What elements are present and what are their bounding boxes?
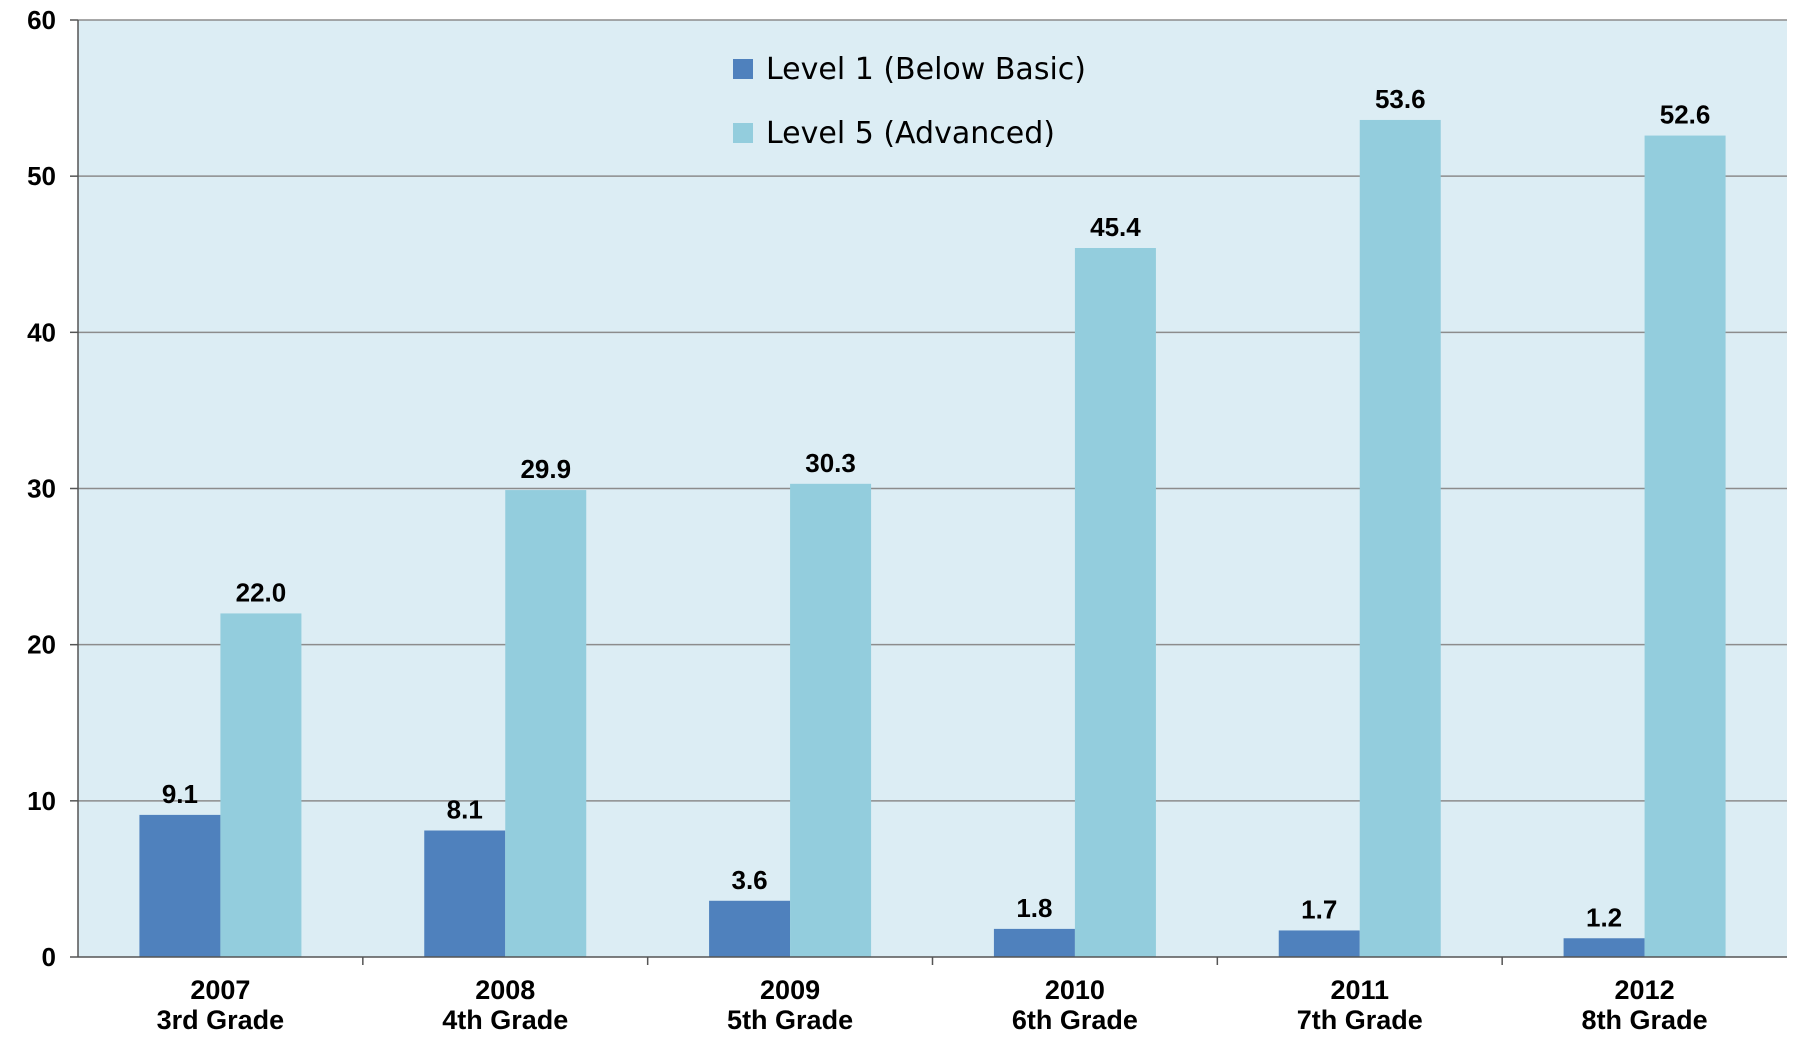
data-label: 30.3 [805,448,856,478]
bar-level-1 [993,928,1075,957]
bar-level-5 [790,483,872,957]
data-label: 9.1 [162,779,198,809]
data-label: 45.4 [1090,212,1141,242]
data-label: 1.2 [1586,902,1622,932]
bar-level-1 [1278,930,1360,957]
legend-swatch-level-1 [733,59,753,79]
bar-level-5 [1074,248,1156,958]
bar-level-1 [424,830,506,957]
legend-label-level-1: Level 1 (Below Basic) [766,52,1086,87]
y-tick-label: 0 [42,942,56,972]
y-tick-label: 40 [27,317,56,347]
data-label: 1.7 [1301,894,1337,924]
data-label: 52.6 [1660,100,1711,130]
bar-level-5 [505,490,587,957]
gridlines [78,19,1787,802]
data-label: 8.1 [447,795,483,825]
bars [139,119,1726,958]
bar-level-5 [1359,119,1441,958]
y-tick-label: 50 [27,161,56,191]
bar-level-1 [709,900,791,957]
bar-level-5 [1644,135,1726,957]
x-category-label: 2007 3rd Grade [157,975,285,1035]
bar-level-5 [220,613,302,957]
bar-level-1 [1563,938,1645,957]
data-labels: 9.1 22.0 8.1 29.9 3.6 30.3 1.8 45.4 1.7 53.6 1.2 52… [162,84,1711,932]
legend: Level 1 (Below Basic) Level 5 (Advanced) [733,52,1086,151]
data-label: 29.9 [520,454,571,484]
legend-swatch-level-5 [733,123,753,143]
data-label: 1.8 [1016,893,1052,923]
legend-label-level-5: Level 5 (Advanced) [766,116,1055,151]
x-category-label: 2010 6th Grade [1012,975,1138,1035]
y-tick-label: 60 [27,5,56,35]
y-tick-label: 20 [27,630,56,660]
y-tick-label: 10 [27,786,56,816]
data-label: 3.6 [732,865,768,895]
x-category-label: 2011 7th Grade [1297,975,1423,1035]
x-category-label: 2012 8th Grade [1582,975,1708,1035]
x-category-label: 2008 4th Grade [442,975,568,1035]
y-tick-label: 30 [27,474,56,504]
data-label: 53.6 [1375,84,1426,114]
data-label: 22.0 [236,577,287,607]
x-category-label: 2009 5th Grade [727,975,853,1035]
axes: 0 10 20 30 40 50 60 2007 3rd Grade 2008 4th Grade 2… [27,5,1787,1035]
bar-level-1 [139,814,221,957]
